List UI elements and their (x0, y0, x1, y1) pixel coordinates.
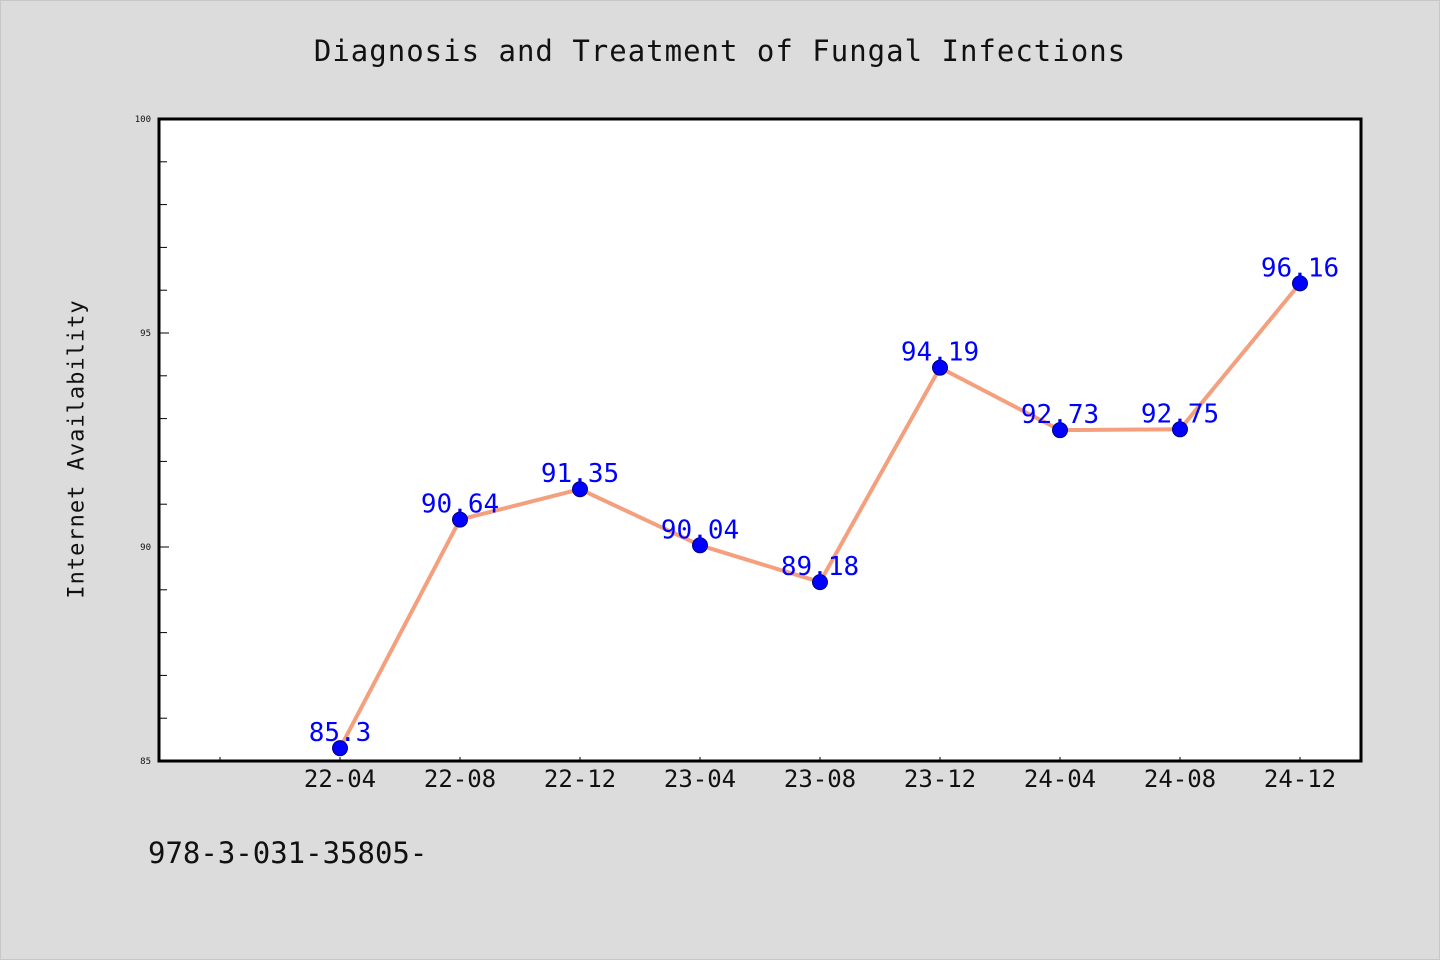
data-label: 94.19 (901, 338, 979, 368)
data-label: 90.04 (661, 515, 739, 545)
x-tick-label: 23-08 (784, 765, 856, 793)
data-point (1052, 422, 1068, 439)
data-labels: 85.3 90.64 91.35 90.04 89.18 94.19 92.73 92.75 9… (309, 253, 1339, 748)
data-point (932, 359, 948, 376)
x-tick-label: 24-04 (1024, 765, 1096, 793)
data-label: 92.75 (1141, 399, 1219, 429)
data-label: 92.73 (1021, 400, 1099, 430)
plot-area (157, 117, 1363, 763)
chart-title: Diagnosis and Treatment of Fungal Infect… (313, 34, 1127, 68)
y-tick-label: 100 (135, 115, 151, 125)
y-axis-ticks: 85 90 95 100 (135, 115, 169, 767)
data-label: 89.18 (781, 552, 859, 582)
data-point (452, 511, 468, 528)
data-point (572, 481, 588, 498)
data-label: 96.16 (1261, 253, 1339, 283)
x-tick-label: 23-04 (664, 765, 736, 793)
x-tick-label: 24-08 (1144, 765, 1216, 793)
data-point (332, 740, 348, 757)
y-tick-label: 85 (140, 757, 151, 767)
data-label: 91.35 (541, 459, 619, 489)
x-axis-ticks: 22-04 22-08 22-12 23-04 23-08 23-12 24-04 24-08… (219, 757, 1336, 793)
x-tick-label: 22-08 (424, 765, 496, 793)
data-point (692, 537, 708, 554)
data-label: 90.64 (421, 490, 499, 520)
x-tick-label: 24-12 (1264, 765, 1336, 793)
x-tick-label: 22-12 (544, 765, 616, 793)
y-tick-label: 90 (140, 543, 151, 553)
data-point (812, 574, 828, 591)
y-tick-label: 95 (140, 329, 151, 339)
data-point (1292, 275, 1308, 292)
footer-text: 978-3-031-35805- (148, 836, 428, 870)
series-markers (332, 275, 1308, 757)
x-tick-label: 23-12 (904, 765, 976, 793)
data-point (1172, 421, 1188, 438)
x-tick-label: 22-04 (304, 765, 376, 793)
data-label: 85.3 (309, 718, 372, 748)
